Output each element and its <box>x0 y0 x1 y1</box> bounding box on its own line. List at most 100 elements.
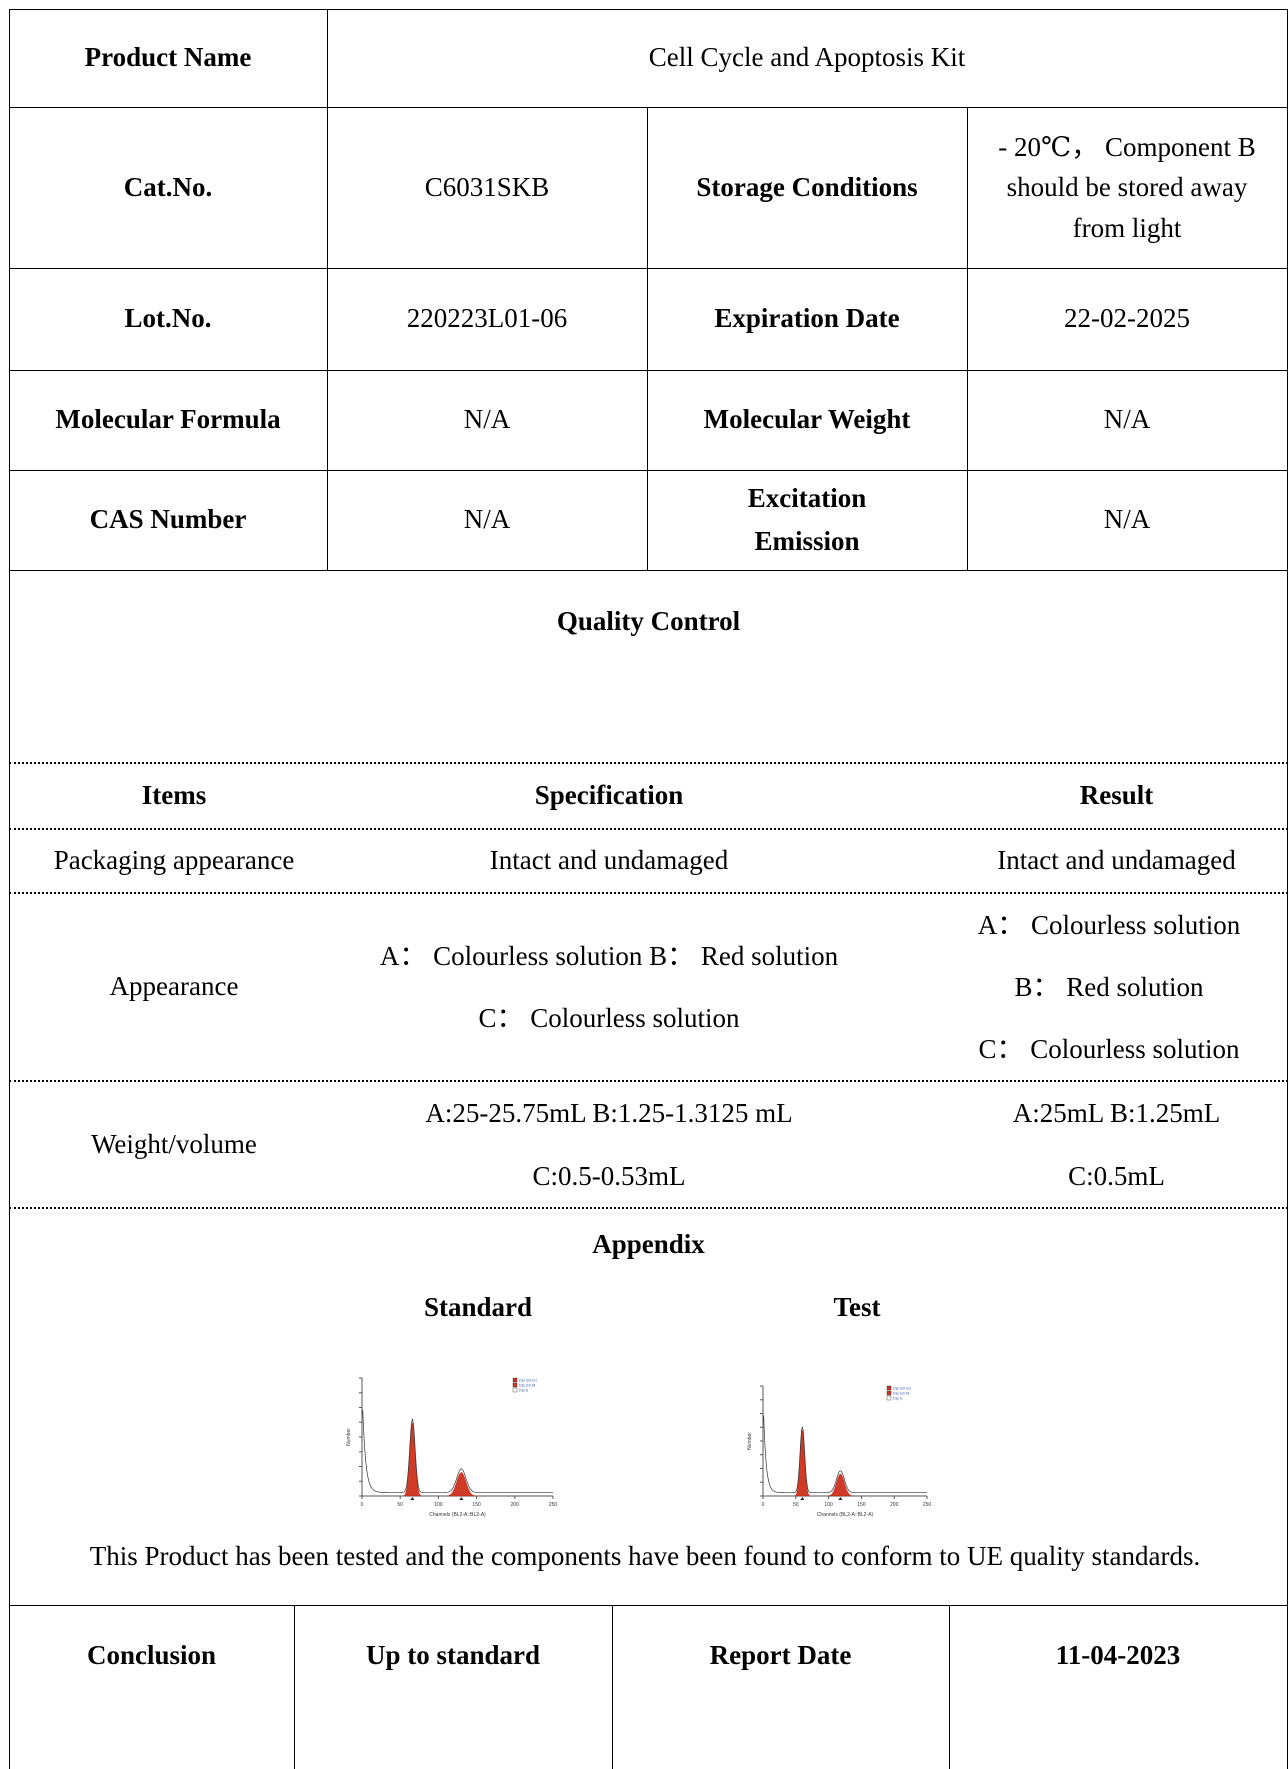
quality-control-heading: Quality Control <box>556 606 741 637</box>
qc-result-line: C:0.5mL <box>1068 1160 1165 1191</box>
x-axis-label: Channels (BL2-A::BL2-A) <box>817 1512 874 1518</box>
molecular-formula-value: N/A <box>463 404 511 435</box>
qc-spec: Intact and undamaged <box>489 845 729 876</box>
y-axis-label: Number <box>747 1432 753 1450</box>
histogram-outline <box>763 1415 927 1494</box>
col-divider <box>327 9 328 570</box>
expiration-date-value: 22-02-2025 <box>1064 303 1190 334</box>
emission-label: Emission <box>754 526 860 556</box>
x-tick-label: 250 <box>923 1502 932 1508</box>
storage-conditions-label: Storage Conditions <box>696 171 918 202</box>
legend-entry: Dip S <box>519 1389 529 1393</box>
product-name-value: Cell Cycle and Apoptosis Kit <box>648 42 966 73</box>
qc-result: A:25mL B:1.25mL C:0.5mL <box>945 1082 1288 1207</box>
qc-divider <box>9 1207 1288 1209</box>
peak-dip-g0-g1 <box>404 1422 421 1497</box>
legend-entry: Dip S <box>893 1397 903 1401</box>
report-date-label: Report Date <box>709 1640 852 1671</box>
excitation-emission-label: Excitation Emission <box>647 470 967 570</box>
excitation-emission-value: N/A <box>1103 504 1151 535</box>
qc-result-line: C： Colourless solution <box>978 1034 1240 1065</box>
qc-header-specification: Specification <box>534 780 684 811</box>
qc-result-line: A:25mL B:1.25mL <box>1012 1098 1221 1129</box>
legend-swatch <box>886 1395 892 1401</box>
footer-col-divider <box>612 1605 613 1769</box>
top-border <box>9 9 1288 10</box>
x-tick-label: 150 <box>857 1502 866 1508</box>
qc-item: Appearance <box>109 971 239 1002</box>
qc-result: Intact and undamaged <box>997 845 1236 876</box>
x-axis-label: Channels (BL2-A::BL2-A) <box>429 1512 486 1518</box>
qc-header-items: Items <box>141 780 207 811</box>
molecular-weight-value: N/A <box>1103 404 1151 435</box>
qc-result-line: A： Colourless solution <box>977 909 1241 940</box>
qc-divider <box>9 762 1288 764</box>
peak-marker <box>838 1497 843 1500</box>
y-axis-label: Number <box>346 1428 352 1446</box>
x-tick-label: 100 <box>434 1502 443 1508</box>
qc-spec-line: A:25-25.75mL B:1.25-1.3125 mL <box>425 1098 793 1129</box>
qc-result-line: B： Red solution <box>1014 971 1204 1002</box>
x-tick-label: 150 <box>472 1502 481 1508</box>
footer-col-divider <box>949 1605 950 1769</box>
cas-number-label: CAS Number <box>89 504 247 535</box>
peak-marker <box>459 1497 464 1500</box>
legend-swatch <box>512 1382 518 1388</box>
conclusion-value: Up to standard <box>365 1640 541 1671</box>
x-tick-label: 200 <box>890 1502 899 1508</box>
qc-spec: A： Colourless solution B： Red solution C… <box>339 894 879 1080</box>
molecular-formula-label: Molecular Formula <box>55 404 281 435</box>
qc-result: A： Colourless solution B： Red solution C… <box>930 894 1288 1080</box>
legend-swatch <box>886 1385 892 1391</box>
peak-marker <box>410 1497 415 1500</box>
storage-line: - 20℃， Component B <box>998 131 1256 162</box>
qc-spec-line: C： Colourless solution <box>478 1003 740 1033</box>
left-border <box>9 9 10 1769</box>
lot-no-value: 220223L01-06 <box>406 303 568 334</box>
test-chart-title: Test <box>833 1292 881 1322</box>
qc-spec: A:25-25.75mL B:1.25-1.3125 mL C:0.5-0.53… <box>339 1082 879 1207</box>
excitation-label: Excitation <box>747 482 867 513</box>
peak-dip-g2-m <box>828 1473 853 1497</box>
cat-no-label: Cat.No. <box>123 171 213 202</box>
expiration-date-label: Expiration Date <box>714 303 900 334</box>
row-divider <box>9 570 1288 571</box>
qc-spec-line: A： Colourless solution B： Red solution <box>379 940 839 971</box>
qc-divider <box>9 1080 1288 1082</box>
peak-marker <box>800 1497 805 1500</box>
x-tick-label: 200 <box>511 1502 520 1508</box>
legend-entry: Dip G0-G1 <box>519 1379 537 1383</box>
peak-dip-g2-m <box>447 1472 476 1497</box>
storage-line: from light <box>1072 212 1182 243</box>
qc-item: Packaging appearance <box>53 845 295 876</box>
footer-col-divider <box>294 1605 295 1769</box>
legend-entry: Dip G2-M <box>519 1384 535 1388</box>
peak-dip-g0-g1 <box>795 1429 810 1497</box>
footer-top-border <box>9 1605 1288 1606</box>
appendix-heading: Appendix <box>592 1229 705 1260</box>
cas-number-value: N/A <box>463 504 511 535</box>
col-divider <box>967 107 968 570</box>
qc-header-result: Result <box>1079 780 1154 811</box>
storage-conditions-value: - 20℃， Component B should be stored away… <box>967 107 1287 268</box>
row-divider <box>9 370 1288 371</box>
histogram-outline <box>362 1409 553 1493</box>
qc-divider <box>9 828 1288 830</box>
conformity-note: This Product has been tested and the com… <box>89 1541 1201 1571</box>
legend-swatch <box>512 1387 518 1393</box>
legend-swatch <box>512 1377 518 1383</box>
x-tick-label: 0 <box>361 1502 364 1508</box>
qc-item: Weight/volume <box>91 1128 257 1159</box>
conclusion-label: Conclusion <box>86 1640 217 1671</box>
x-tick-label: 250 <box>549 1502 558 1508</box>
report-date-value: 11-04-2023 <box>1055 1640 1181 1671</box>
x-tick-label: 100 <box>824 1502 833 1508</box>
x-tick-label: 50 <box>793 1502 799 1508</box>
row-divider <box>9 268 1288 269</box>
row-divider <box>9 107 1288 108</box>
legend-entry: Dip G0-G1 <box>893 1387 911 1391</box>
x-tick-label: 50 <box>397 1502 403 1508</box>
